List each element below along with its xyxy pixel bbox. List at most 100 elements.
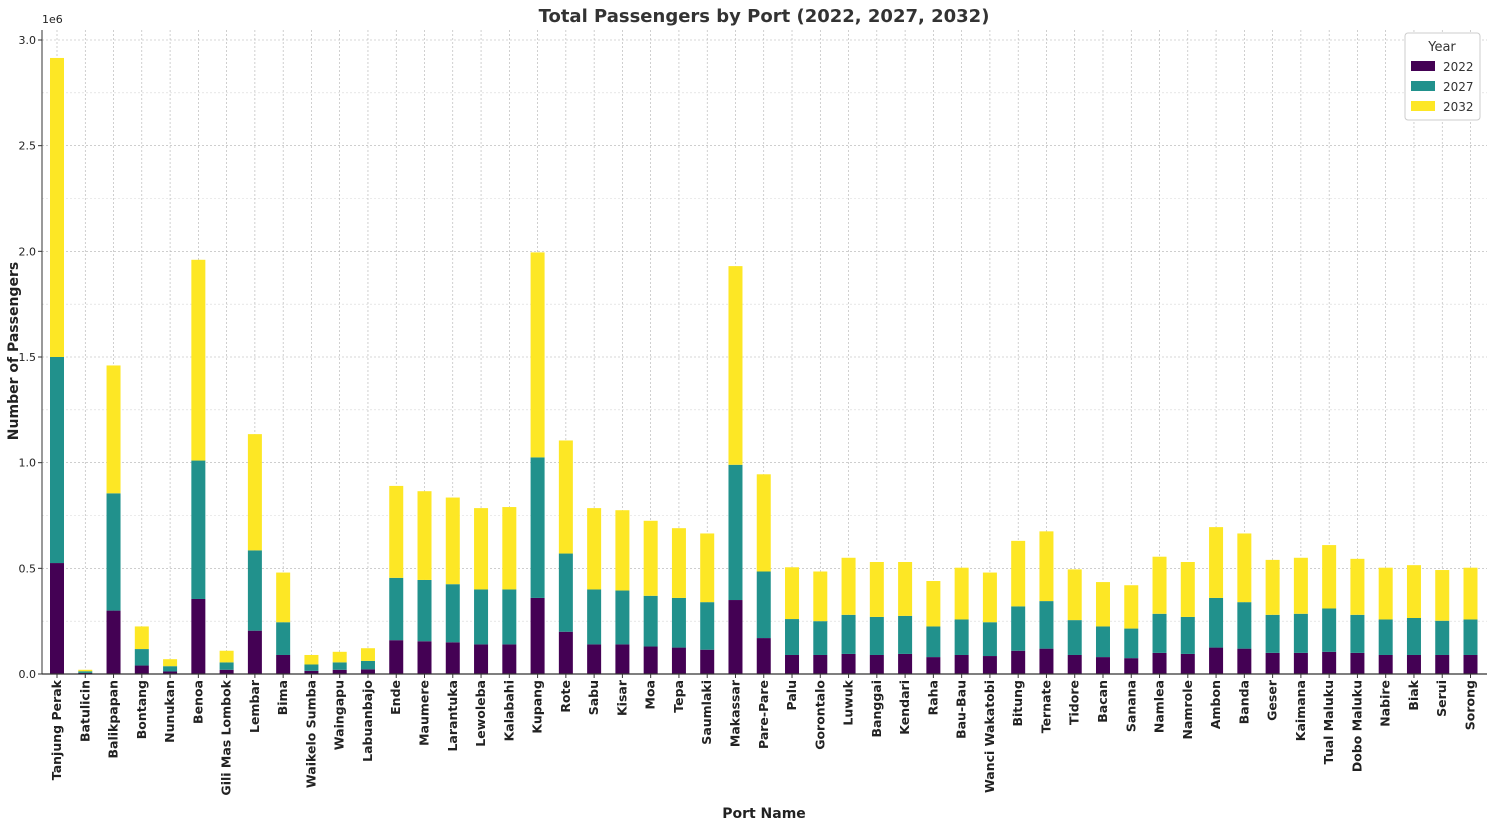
x-tick-label: Kupang xyxy=(530,680,545,734)
bar-2027 xyxy=(1095,626,1110,658)
bar-2027 xyxy=(1039,601,1054,649)
bar-2032 xyxy=(163,659,178,667)
x-tick-label: Bau-Bau xyxy=(954,680,969,739)
bar-2022 xyxy=(982,656,997,674)
bar-2032 xyxy=(982,572,997,623)
bar-2022 xyxy=(558,631,573,674)
bar-2027 xyxy=(728,464,743,601)
x-tick-label: Bacan xyxy=(1095,680,1110,723)
bar-2022 xyxy=(530,597,545,674)
bar-2022 xyxy=(304,670,319,674)
bar-2032 xyxy=(671,528,686,598)
x-tick-label: Kaimana xyxy=(1293,680,1308,741)
bar-2027 xyxy=(191,460,206,599)
bar-2027 xyxy=(163,666,178,672)
x-tick-label: Maumere xyxy=(417,680,432,746)
bar-2022 xyxy=(1095,657,1110,674)
x-tick-label: Batulicin xyxy=(77,680,92,742)
bar-2032 xyxy=(898,561,913,616)
bar-2022 xyxy=(332,669,347,674)
y-axis-offset-label: 1e6 xyxy=(42,13,63,26)
bar-2022 xyxy=(474,644,489,674)
bar-2032 xyxy=(134,626,149,650)
bar-2022 xyxy=(502,644,517,674)
bar-2022 xyxy=(247,630,262,674)
bar-2022 xyxy=(1406,654,1421,674)
x-tick-label: Labuanbajo xyxy=(360,680,375,762)
bar-2027 xyxy=(219,662,234,670)
bar-2027 xyxy=(502,589,517,645)
bar-2032 xyxy=(1463,567,1478,620)
bar-2027 xyxy=(756,571,771,639)
bar-2032 xyxy=(304,654,319,665)
bar-2022 xyxy=(1011,650,1026,674)
bar-2022 xyxy=(1152,652,1167,674)
bar-2027 xyxy=(643,595,658,647)
bar-2032 xyxy=(1209,527,1224,598)
bar-2022 xyxy=(700,649,715,674)
x-tick-label: Bitung xyxy=(1010,680,1025,727)
x-tick-label: Waikelo Sumba xyxy=(303,680,318,788)
x-tick-label: Namlea xyxy=(1152,680,1167,733)
bar-2032 xyxy=(389,485,404,578)
bar-2027 xyxy=(304,664,319,671)
bar-2032 xyxy=(1011,540,1026,607)
bar-2032 xyxy=(530,252,545,458)
bar-2032 xyxy=(78,669,93,672)
bar-2022 xyxy=(728,600,743,674)
bar-2032 xyxy=(360,648,375,661)
legend-title: Year xyxy=(1427,40,1456,55)
bar-2027 xyxy=(445,584,460,643)
x-tick-label: Kendari xyxy=(897,680,912,735)
x-tick-label: Waingapu xyxy=(332,680,347,750)
x-tick-label: Luwuk xyxy=(841,679,856,725)
bar-2032 xyxy=(1265,559,1280,615)
bar-2032 xyxy=(1237,533,1252,603)
bar-2027 xyxy=(360,660,375,670)
y-tick-labels: 0.0 0.5 1.0 1.5 2.0 2.5 3.0 xyxy=(19,34,37,681)
x-tick-label: Geser xyxy=(1265,679,1280,721)
bar-2022 xyxy=(671,647,686,674)
bar-2032 xyxy=(700,533,715,603)
bar-2022 xyxy=(643,646,658,674)
legend-swatch-2022 xyxy=(1411,61,1435,71)
bar-2032 xyxy=(756,474,771,572)
bar-2032 xyxy=(219,650,234,663)
bars xyxy=(50,57,1478,674)
bar-2022 xyxy=(389,640,404,674)
bar-2027 xyxy=(869,616,884,655)
legend-label-2022: 2022 xyxy=(1443,60,1474,74)
bar-2022 xyxy=(134,665,149,674)
bar-2027 xyxy=(1378,619,1393,655)
bar-2027 xyxy=(898,615,913,654)
bar-2027 xyxy=(1406,617,1421,655)
bar-2032 xyxy=(50,57,64,358)
bar-2032 xyxy=(954,567,969,620)
bar-2027 xyxy=(558,553,573,632)
bar-2022 xyxy=(1322,651,1337,674)
bar-2032 xyxy=(785,567,800,620)
x-tick-label: Banda xyxy=(1236,680,1251,724)
bar-2027 xyxy=(587,589,602,645)
bar-2032 xyxy=(106,365,121,494)
x-tick-label: Gili Mas Lombok xyxy=(219,679,234,795)
bar-2022 xyxy=(1039,648,1054,674)
bar-2022 xyxy=(869,654,884,674)
bar-2032 xyxy=(841,557,856,615)
bar-2022 xyxy=(587,644,602,674)
x-tick-label: Lewoleba xyxy=(473,680,488,747)
bar-2032 xyxy=(191,259,206,461)
x-tick-label: Dobo Maluku xyxy=(1349,680,1364,772)
bar-2027 xyxy=(1237,602,1252,649)
x-tick-label: Bima xyxy=(275,680,290,715)
chart-title: Total Passengers by Port (2022, 2027, 20… xyxy=(539,6,990,27)
bar-2032 xyxy=(1124,585,1139,629)
bar-2027 xyxy=(1322,608,1337,652)
y-axis-label: Number of Passengers xyxy=(6,262,22,440)
legend-label-2027: 2027 xyxy=(1443,80,1474,94)
bar-2022 xyxy=(276,654,291,674)
bar-2022 xyxy=(191,598,206,674)
y-tick-label: 2.0 xyxy=(19,245,37,258)
bar-2032 xyxy=(926,581,941,627)
bar-2022 xyxy=(50,563,64,674)
